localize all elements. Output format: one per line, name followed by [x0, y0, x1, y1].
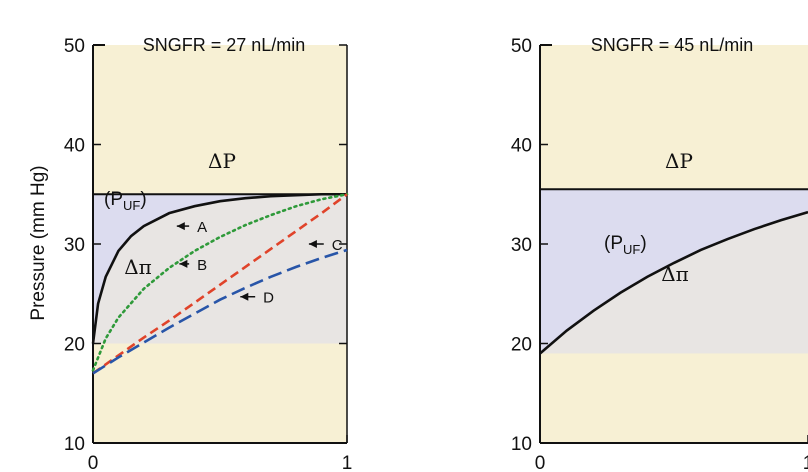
annotation-arrow-head [240, 292, 249, 301]
y-tick-label: 40 [511, 136, 532, 157]
y-tick-label: 40 [64, 136, 85, 157]
annotation-arrow-head [179, 259, 188, 268]
delta-pi-label-left: Δπ [124, 255, 152, 279]
y-tick-label: 30 [64, 235, 85, 256]
y-tick-label: 50 [511, 36, 532, 57]
pressure-band [93, 194, 347, 344]
chart-panel-left: SNGFR = 27 nL/min ΔP Δπ (PUF) 1020304050… [64, 35, 352, 472]
puf-label-right: (PUF) [604, 233, 647, 257]
annotation-arrow-head [308, 240, 317, 248]
puf-label-subscript: UF [123, 198, 140, 213]
x-tick-label: 1 [803, 453, 808, 472]
y-tick-label: 20 [511, 335, 532, 356]
annotation-label-c: C [332, 237, 343, 254]
delta-p-label-left: ΔP [208, 149, 236, 173]
y-axis-label: Pressure (mm Hg) [28, 165, 49, 320]
y-tick-label: 10 [64, 434, 85, 455]
y-tick-label: 30 [511, 235, 532, 256]
delta-p-label-right: ΔP [665, 149, 693, 173]
delta-pi-label-right: Δπ [661, 262, 689, 286]
puf-label-close: ) [640, 233, 646, 254]
chart-title-left: SNGFR = 27 nL/min [143, 35, 306, 55]
series-line-b [91, 192, 349, 372]
puf-label-close: ) [140, 189, 146, 210]
series-line-c [92, 193, 348, 375]
chart-title-right: SNGFR = 45 nL/min [591, 35, 754, 55]
puf-label-subscript: UF [623, 242, 640, 257]
series-line-a [91, 192, 347, 344]
annotation-label-d: D [263, 290, 274, 307]
y-tick-label: 10 [511, 434, 532, 455]
series-line-delta-pi [539, 210, 808, 355]
x-tick-label: 0 [88, 453, 99, 472]
x-tick-label: 1 [342, 453, 353, 472]
puf-label-open: (P [104, 189, 123, 210]
pressure-band [540, 189, 808, 354]
chart-panel-right: SNGFR = 45 nL/min ΔP Δπ (PUF) 1020304050… [511, 35, 808, 472]
x-tick-label: 0 [535, 453, 546, 472]
y-tick-label: 20 [64, 335, 85, 356]
annotation-label-b: B [197, 257, 207, 274]
puf-label-open: (P [604, 233, 623, 254]
annotation-label-a: A [197, 219, 207, 236]
series-line-d [92, 248, 348, 375]
y-tick-label: 50 [64, 36, 85, 57]
annotation-arrow-head [176, 222, 185, 231]
